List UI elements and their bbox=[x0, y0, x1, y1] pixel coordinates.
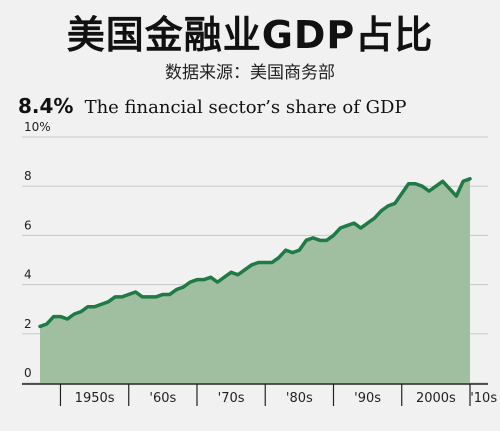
highlight-value: 8.4% bbox=[18, 94, 74, 118]
chart-title: 美国金融业GDP占比 bbox=[66, 13, 434, 57]
x-tick-label: '80s bbox=[286, 391, 313, 406]
series-line bbox=[38, 177, 472, 329]
highlight-text: The financial sector’s share of GDP bbox=[84, 97, 407, 118]
headline: 8.4% The financial sector’s share of GDP bbox=[18, 94, 407, 118]
x-tick-label: 1950s bbox=[75, 391, 115, 406]
y-tick-label: 0 bbox=[24, 366, 32, 380]
data-source: 数据来源：美国商务部 bbox=[165, 63, 335, 83]
area-fill bbox=[40, 178, 470, 383]
y-tick-label: 8 bbox=[24, 169, 32, 183]
x-axis bbox=[22, 383, 488, 406]
x-tick-label: '10s bbox=[470, 391, 497, 406]
y-axis: 0 2 4 6 8 10% bbox=[24, 120, 51, 380]
x-tick-label: '70s bbox=[218, 391, 245, 406]
y-tick-label: 4 bbox=[24, 268, 32, 282]
x-tick-label: '90s bbox=[354, 391, 381, 406]
y-tick-label: 2 bbox=[24, 317, 32, 331]
y-tick-label: 6 bbox=[24, 218, 32, 232]
x-tick-labels: 1950s '60s '70s '80s '90s 2000s '10s bbox=[75, 391, 498, 406]
plot-area bbox=[38, 177, 472, 383]
x-tick-label: '60s bbox=[149, 391, 176, 406]
x-tick-label: 2000s bbox=[416, 391, 456, 406]
y-tick-label: 10% bbox=[24, 120, 51, 134]
